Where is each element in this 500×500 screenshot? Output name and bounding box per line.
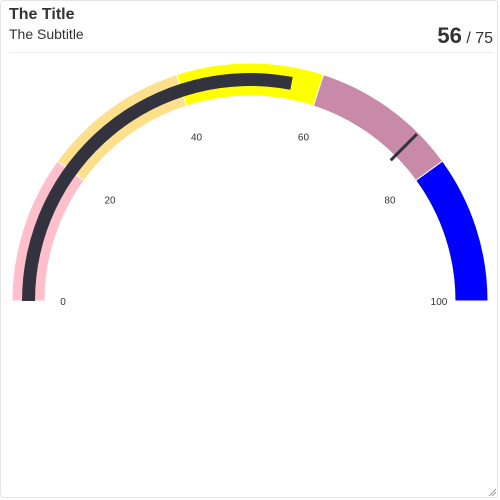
kpi-target: 75 [475, 30, 493, 47]
gauge-bands [11, 62, 489, 302]
gauge-tick-label: 0 [60, 297, 66, 308]
gauge-tick-label: 80 [384, 195, 396, 206]
gauge-tick-label: 100 [431, 297, 448, 308]
card-title: The Title [9, 6, 75, 23]
gauge-tick-labels: 0 20 40 60 80 100 [60, 132, 448, 308]
gauge-target-marker [389, 133, 418, 162]
gauge-band-0 [11, 160, 85, 302]
gauge-tick-label: 60 [298, 132, 310, 143]
gauge-band-3 [312, 74, 444, 182]
card-subtitle: The Subtitle [9, 26, 84, 42]
gauge-band-4 [415, 160, 489, 302]
kpi-value: 56 [437, 23, 462, 48]
kpi-target-prefix: / [466, 30, 476, 47]
gauge-tick-label: 40 [191, 132, 203, 143]
card-header: The Title The Subtitle 56 / 75 [9, 1, 493, 53]
gauge-tick-label: 20 [104, 195, 116, 206]
gauge-target-group [389, 133, 418, 162]
resize-grip-icon[interactable] [488, 488, 496, 496]
kpi-readout: 56 / 75 [437, 23, 493, 49]
